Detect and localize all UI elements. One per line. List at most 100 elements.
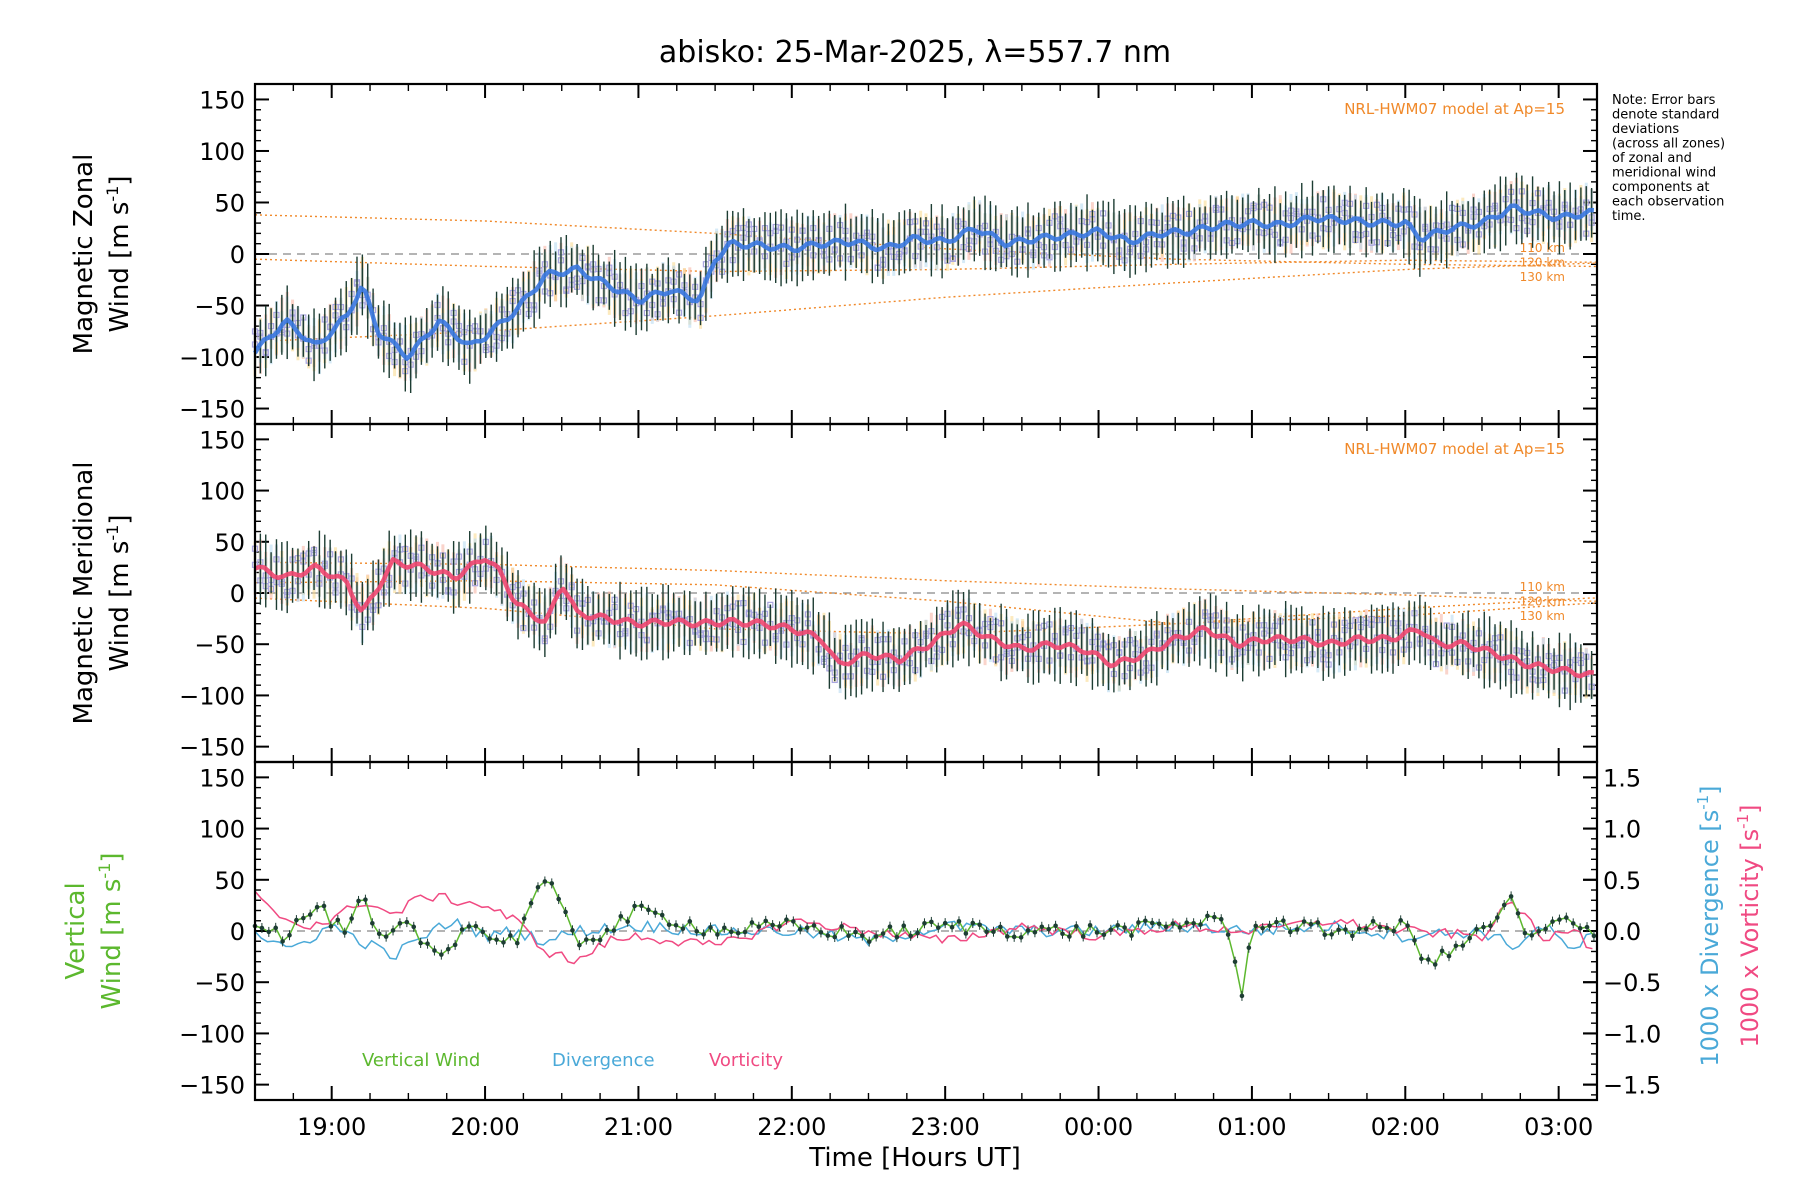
vertical-wind-point [673,922,679,928]
y-tick-label: 150 [199,764,245,792]
vertical-wind-point [1177,925,1183,930]
y2-tick-label: 1.0 [1603,816,1641,844]
note-line: deviations [1612,122,1679,137]
vertical-wind-point [418,940,423,946]
vertical-wind-point [1184,920,1190,925]
vertical-wind-point [1432,962,1438,967]
x-tick-label: 21:00 [604,1113,673,1141]
vertical-wind-point [514,940,520,946]
vertical-wind-point [687,919,693,924]
vertical-wind-point [632,903,637,909]
vertical-wind-point [1350,933,1355,939]
vertical-wind-point [825,933,831,938]
vertical-wind-point [922,920,927,926]
vertical-wind-point [549,881,555,886]
vertical-wind-point [356,898,361,904]
vorticity-axis-label-close: ] [1736,804,1764,813]
vertical-wind-point [1329,932,1334,937]
vertical-wind-point [963,931,969,936]
vertical-wind-point [404,919,410,925]
divergence-axis-label: 1000 x Divergence [s-1] [1694,785,1724,1066]
y-tick-label: −150 [179,396,245,424]
vertical-wind-point [1115,923,1121,928]
y-axis-label-line1: Vertical [61,882,91,979]
vertical-wind-point [1149,920,1155,926]
y-axis-unit: [m s [105,202,135,259]
vertical-wind-point [1384,925,1390,931]
vertical-wind-point [984,929,989,935]
model-curve-1 [254,258,1597,273]
vertical-wind-point [328,924,334,929]
vertical-wind-point [715,932,720,937]
divergence-line [254,917,1593,960]
model-altitude-label: 110 km [1520,580,1565,594]
vertical-wind-point [1570,921,1576,926]
vertical-wind-point [287,932,292,938]
vertical-wind-point [915,930,920,936]
vertical-wind-point [846,933,851,939]
vertical-wind-point [866,939,872,944]
y-axis-unit-sup: -1 [95,863,114,879]
vertical-wind-point [307,912,313,917]
vertical-wind-point [1067,934,1072,939]
y-tick-label: 50 [214,867,245,895]
vertical-wind-point [1446,953,1452,959]
vertical-wind-point [508,933,513,938]
vertical-wind-point [894,934,900,940]
vertical-wind-point [280,939,285,944]
vertical-wind-point [722,925,727,931]
legend-vorticity: Vorticity [709,1050,783,1071]
vertical-wind-point [1522,930,1528,936]
vertical-wind-point [1529,933,1535,938]
vertical-wind-point [956,919,962,924]
vertical-wind-point [970,920,976,926]
model-altitude-label: 120 km [1520,595,1565,609]
vertical-wind-point [349,916,354,921]
vertical-wind-point [383,934,389,939]
vertical-wind-point [1543,926,1548,932]
vertical-wind-point [1460,943,1466,948]
vertical-wind-point [1232,959,1238,965]
vertical-wind-point [1281,918,1286,923]
y-tick-label: 100 [199,138,245,166]
x-tick-label: 03:00 [1524,1113,1593,1141]
note-line: meridional wind [1612,166,1716,181]
vertical-wind-point [597,937,603,943]
vertical-wind-point [1398,918,1403,923]
vertical-wind-point [991,929,996,935]
vertical-wind-point [1508,894,1514,899]
vertical-wind-point [1564,915,1569,920]
vertical-wind-point [335,917,341,923]
vertical-wind-point [1239,993,1245,999]
note-line: Note: Error bars [1612,93,1716,108]
vorticity-line [254,890,1593,965]
vertical-wind-point [728,929,734,935]
vertical-wind-point [839,924,844,929]
vertical-wind-point [873,934,879,939]
vertical-wind-point [1481,924,1486,930]
vertical-wind-point [1094,930,1100,935]
vertical-wind-point [321,903,327,909]
vorticity-axis-label-text: 1000 x Vorticity [s [1736,829,1764,1048]
vertical-wind-point [1004,934,1010,939]
vertical-wind-point [1315,920,1321,925]
vertical-wind-point [577,942,582,948]
vertical-wind-point [680,926,686,932]
y-axis-label: Vertical Wind [m s-1] [61,853,127,1010]
vertical-wind-point [1218,916,1224,922]
x-tick-label: 22:00 [757,1113,826,1141]
vertical-wind-point [370,920,375,926]
model-altitude-label: 110 km [1520,241,1565,255]
y-axis-unit: [m s [97,879,127,936]
y-tick-label: 0 [230,918,245,946]
vertical-wind-point [1046,926,1051,932]
vertical-wind-point [763,918,769,924]
vertical-wind-point [411,924,417,930]
y2-tick-label: 0.0 [1603,918,1641,946]
vertical-wind-point [563,909,568,915]
vertical-wind-point [1225,932,1231,937]
vorticity-axis-label: 1000 x Vorticity [s-1] [1734,804,1764,1047]
vertical-wind-point [998,924,1003,930]
vertical-wind-point [1301,919,1307,924]
vertical-wind-point [935,925,941,930]
